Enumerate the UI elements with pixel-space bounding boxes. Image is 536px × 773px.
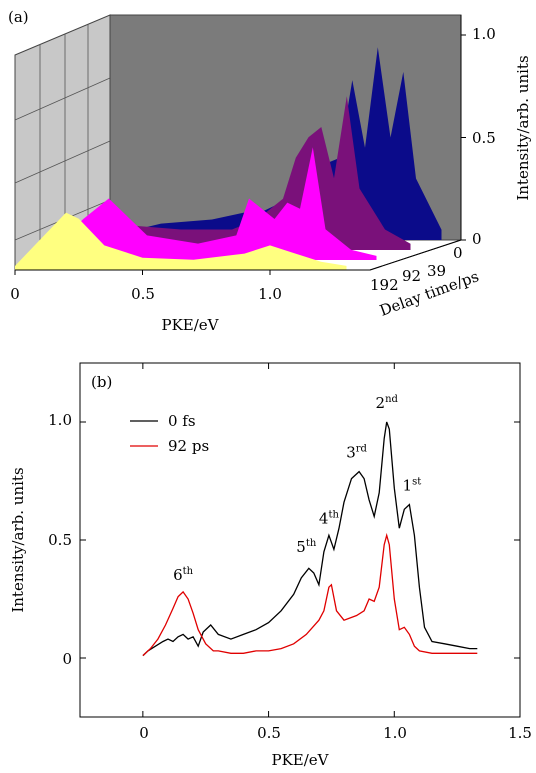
- delay-axis-line: [369, 239, 462, 271]
- legend: 0 fs 92 ps: [130, 412, 209, 455]
- series-line-92ps: [142, 532, 478, 657]
- tick-marks: [80, 363, 521, 717]
- panel-label-a: (a): [8, 8, 29, 26]
- legend-label-0fs: 0 fs: [168, 412, 196, 430]
- panel-b-line-plot: (b) 0 0.5 1.0 1.5 PKE/eV 0 0.5 1.0 Inten…: [9, 362, 532, 769]
- series-line-0fs: [142, 421, 478, 657]
- delay-tick-label: 192: [370, 276, 399, 294]
- z-tick-label: 1.0: [472, 25, 496, 43]
- panel-a-3d-plot: (a) 0 0.5 1.0 PKE/eV 0 0.5 1.0 Intensity…: [8, 8, 532, 334]
- delay-tick-label: 39: [427, 262, 446, 280]
- x-tick-label: 1.0: [383, 724, 407, 742]
- delay-tick-label: 0: [453, 244, 463, 262]
- spectrum-delay-192: [15, 212, 347, 270]
- z-axis-label: Intensity/arb. units: [514, 55, 532, 200]
- spectrum-delay-92: [45, 147, 377, 260]
- peak-label: 2nd: [376, 394, 399, 412]
- peak-label: 6th: [173, 566, 194, 584]
- z-tick-label: 0.5: [472, 129, 496, 147]
- x-tick-label: 0: [139, 724, 149, 742]
- x-tick-label: 0.5: [131, 285, 155, 303]
- y-tick-label: 1.0: [48, 411, 72, 429]
- spectrum-delay-39: [79, 96, 411, 250]
- panel-label-b: (b): [91, 373, 112, 391]
- x-axis-label: PKE/eV: [271, 751, 329, 769]
- z-tick-label: 0: [472, 230, 482, 248]
- spectra-surfaces: [15, 47, 442, 270]
- x-tick-label: 1.5: [508, 724, 532, 742]
- delay-tick-label: 92: [402, 267, 421, 285]
- y-axis-label: Intensity/arb. units: [9, 467, 27, 612]
- series-lines: [142, 421, 478, 657]
- y-tick-label: 0: [62, 650, 72, 668]
- peak-label: 1st: [403, 476, 422, 494]
- x-tick-label: 1.0: [258, 285, 282, 303]
- tick-marks: [14, 34, 466, 275]
- x-tick-label: 0.5: [257, 724, 281, 742]
- legend-label-92ps: 92 ps: [168, 437, 209, 455]
- x-axis-label: PKE/eV: [161, 316, 219, 334]
- peak-label: 3rd: [346, 443, 367, 461]
- x-tick-label: 0: [10, 285, 20, 303]
- y-tick-label: 0.5: [48, 531, 72, 549]
- peak-label: 4th: [319, 509, 340, 527]
- peak-label: 5th: [296, 538, 317, 556]
